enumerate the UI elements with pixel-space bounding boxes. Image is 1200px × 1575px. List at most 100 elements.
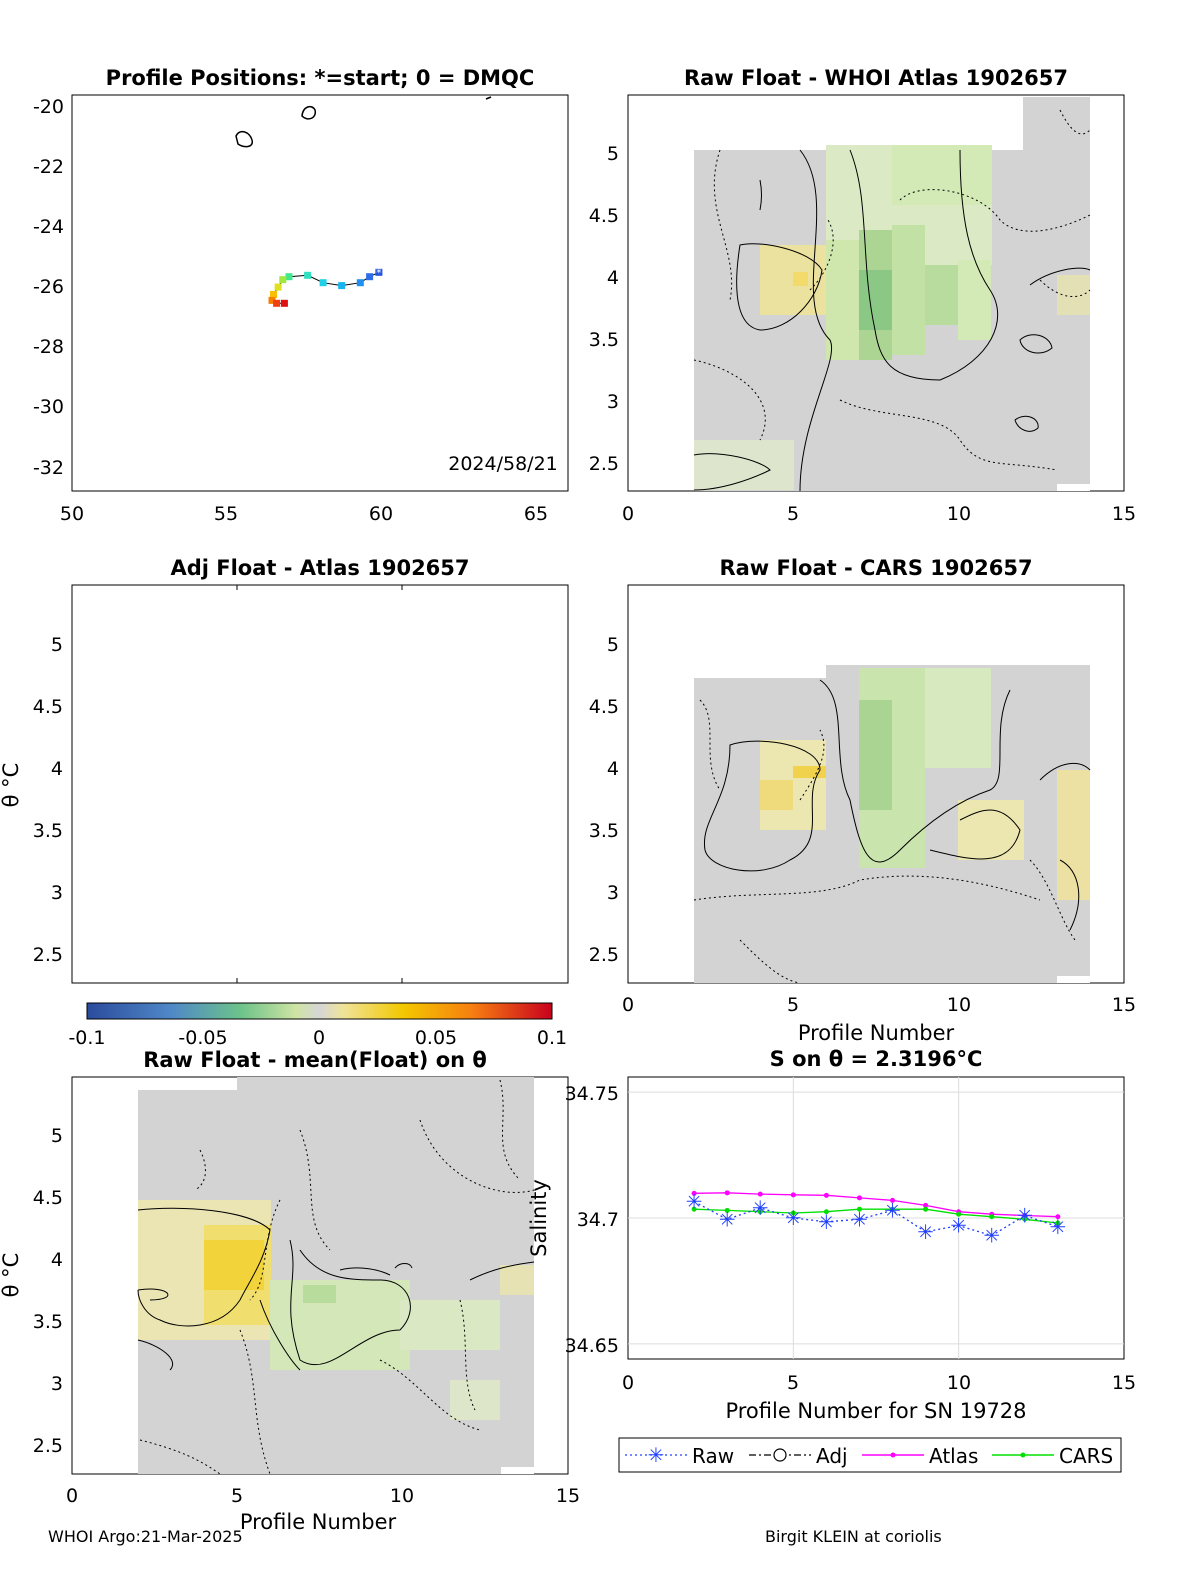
y-tick-label: 4 — [51, 758, 63, 780]
x-tick-label: 55 — [214, 503, 238, 525]
footer-left: WHOI Argo:21-Mar-2025 — [48, 1527, 243, 1546]
y-tick-label: 3 — [51, 882, 63, 904]
y-tick-label: 4.5 — [589, 205, 619, 227]
contour-line — [394, 1263, 413, 1269]
y-tick-label: 34.7 — [577, 1209, 619, 1231]
y-tick-label: 3 — [51, 1373, 63, 1395]
x-tick-label: 15 — [1112, 1372, 1136, 1394]
island-outline-2 — [301, 105, 317, 120]
contour-line — [1039, 762, 1091, 781]
raw-whoi-y-ticks: 2.5 3 3.5 4 4.5 5 — [589, 143, 619, 475]
contour-line-dotted — [1039, 279, 1091, 298]
y-tick-label: 4.5 — [589, 696, 619, 718]
circle-marker-icon — [773, 1448, 787, 1462]
contour-line — [703, 740, 821, 872]
heatmap-anomaly-yellow — [793, 766, 826, 778]
contour-line-dotted — [713, 149, 733, 301]
series-line-cars — [694, 1208, 1058, 1224]
y-tick-label: -32 — [33, 457, 64, 479]
x-tick-label: 10 — [390, 1485, 414, 1507]
salinity-x-label: Profile Number for SN 19728 — [725, 1399, 1026, 1423]
raw-mean-x-ticks: 0 5 10 15 — [66, 1485, 580, 1507]
heatmap-anomaly-light-green — [400, 1300, 500, 1350]
heatmap-anomaly-light-green — [925, 668, 991, 768]
data-point-atlas — [1055, 1214, 1061, 1220]
y-tick-label: -20 — [33, 96, 64, 118]
contour-line — [799, 149, 832, 491]
profile-position-marker — [285, 273, 293, 281]
x-tick-label: 10 — [947, 503, 971, 525]
contour-line — [469, 1261, 535, 1281]
y-tick-label: 3.5 — [33, 1311, 63, 1333]
y-tick-label: -24 — [33, 216, 64, 238]
legend-label-atlas: Atlas — [929, 1444, 978, 1468]
y-tick-label: -28 — [33, 336, 64, 358]
x-tick-label: 10 — [947, 1372, 971, 1394]
data-point-raw: ✳ — [1016, 1203, 1033, 1227]
heatmap-anomaly-green — [859, 270, 892, 330]
legend-label-raw: Raw — [692, 1444, 734, 1468]
y-tick-label: 3.5 — [589, 820, 619, 842]
data-point-raw: ✳ — [950, 1214, 967, 1238]
data-point-cars — [1055, 1220, 1061, 1226]
heatmap-gap — [501, 1467, 534, 1474]
start-asterisk-icon: * — [376, 266, 382, 279]
data-point-cars — [790, 1210, 796, 1216]
y-tick-label: 5 — [607, 634, 619, 656]
adj-atlas-panel: Adj Float - Atlas 1902657 2.5 3 3.5 4 4.… — [0, 556, 569, 984]
salinity-grid — [628, 1077, 1124, 1359]
data-point-cars — [757, 1209, 763, 1215]
heatmap-anomaly-green — [892, 225, 925, 355]
data-point-raw: ✳ — [983, 1224, 1000, 1248]
footer-right: Birgit KLEIN at coriolis — [765, 1527, 942, 1546]
data-point-cars — [823, 1209, 829, 1215]
x-tick-label: 5 — [787, 994, 799, 1016]
x-tick-label: 15 — [1112, 503, 1136, 525]
heatmap-anomaly-pale — [500, 1265, 534, 1295]
raw-whoi-panel: Raw Float - WHOI Atlas 1902657 — [589, 66, 1136, 525]
dot-marker-icon — [1020, 1452, 1026, 1458]
y-tick-label: 4.5 — [33, 696, 63, 718]
contour-line — [1014, 415, 1039, 432]
colorbar-gradient — [86, 1002, 553, 1020]
heatmap-anomaly-pale — [450, 1380, 500, 1420]
contour-line — [137, 1288, 169, 1301]
positions-axes-box — [71, 94, 569, 492]
colorbar-tick-label: -0.05 — [178, 1027, 227, 1049]
x-tick-label: 15 — [1112, 994, 1136, 1016]
data-point-cars — [691, 1206, 697, 1212]
heatmap-anomaly-green — [303, 1285, 336, 1303]
y-tick-label: 4 — [607, 758, 619, 780]
heatmap-anomaly-light-green — [958, 260, 991, 340]
data-point-cars — [956, 1211, 962, 1217]
positions-x-ticks: 50 55 60 65 — [60, 503, 548, 525]
contour-line-dotted — [809, 219, 834, 291]
contour-line — [1029, 267, 1091, 286]
contour-line-dotted — [693, 359, 766, 441]
adj-atlas-y-ticks: 2.5 3 3.5 4 4.5 5 — [33, 634, 63, 966]
profile-position-marker — [273, 299, 281, 307]
x-tick-label: 65 — [524, 503, 548, 525]
y-tick-label: 34.75 — [565, 1083, 619, 1105]
profile-position-marker — [366, 273, 374, 281]
y-tick-label: 3.5 — [589, 329, 619, 351]
profile-position-marker — [274, 283, 282, 291]
profile-position-marker — [270, 291, 277, 298]
x-tick-label: 0 — [622, 503, 634, 525]
contour-line — [693, 453, 771, 491]
y-tick-label: 3.5 — [33, 820, 63, 842]
profile-position-marker — [280, 299, 288, 307]
raw-cars-y-ticks: 2.5 3 3.5 4 4.5 5 — [589, 634, 619, 966]
profile-position-marker — [279, 276, 287, 284]
data-point-raw: ✳ — [851, 1207, 868, 1231]
data-point-raw: ✳ — [884, 1198, 901, 1222]
contour-line-dotted — [739, 939, 801, 983]
positions-date-annotation: 2024/58/21 — [448, 453, 558, 475]
data-point-atlas — [1022, 1212, 1028, 1218]
salinity-y-ticks: 34.65 34.7 34.75 — [565, 1083, 619, 1357]
contour-line-dotted — [139, 1439, 221, 1474]
data-point-cars — [989, 1214, 995, 1220]
x-tick-label: 5 — [787, 503, 799, 525]
profile-position-marker — [375, 268, 383, 276]
